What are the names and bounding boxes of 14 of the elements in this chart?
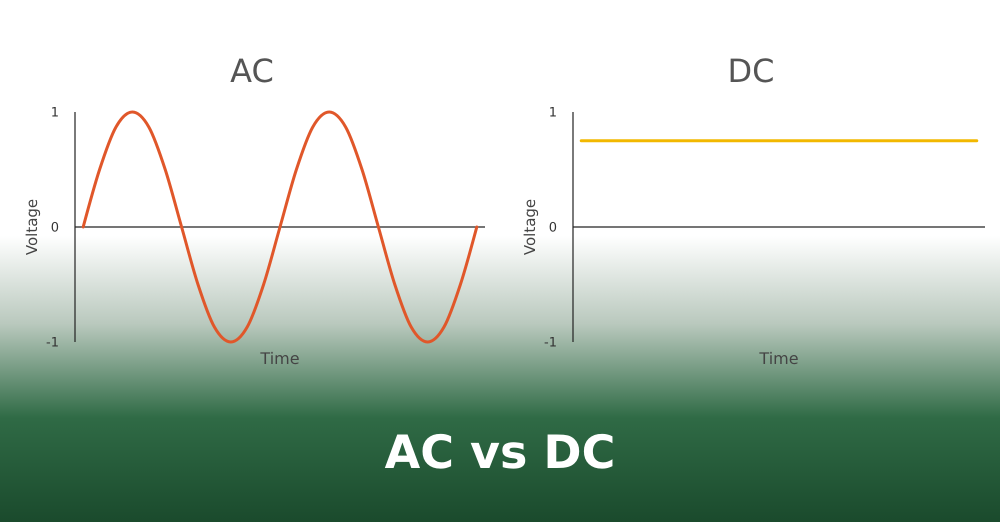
chart-title: DC	[728, 52, 774, 90]
y-axis-title: Voltage	[23, 198, 41, 256]
chart-title: AC	[230, 52, 274, 90]
y-tick-label: 1	[50, 106, 59, 121]
y-tick-label: 1	[548, 106, 557, 121]
text: AC vs DC	[384, 425, 616, 479]
y-tick-label: 0	[50, 220, 59, 236]
x-axis-title: Time	[259, 349, 300, 368]
y-tick-label: -1	[544, 336, 557, 351]
y-tick-label: -1	[46, 336, 59, 351]
x-axis-title: Time	[758, 349, 799, 368]
y-tick-label: 0	[548, 220, 557, 236]
y-axis-title: Voltage	[521, 198, 539, 256]
line-series	[82, 110, 478, 344]
